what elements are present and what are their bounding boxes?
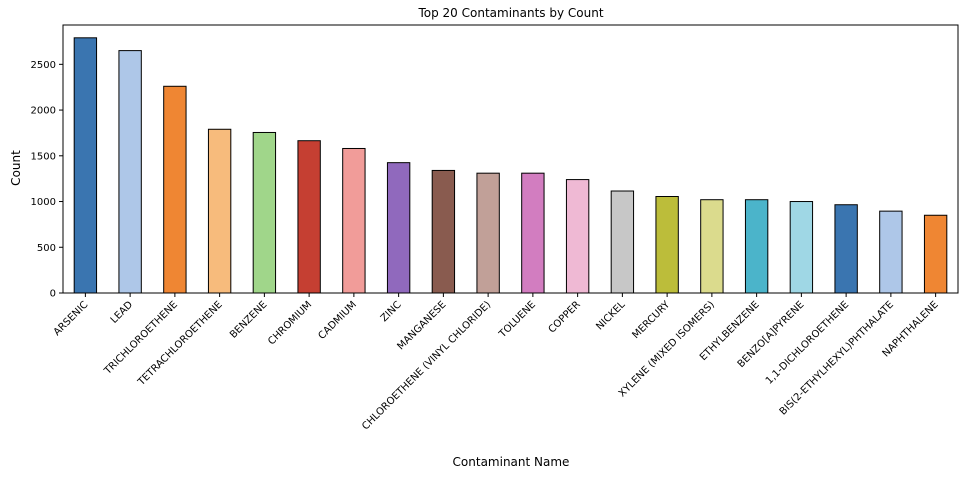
x-tick-label: TETRACHLOROETHENE (135, 299, 224, 388)
bar (879, 210, 903, 294)
bar (386, 162, 411, 294)
plot-area: 0 500 1000 1500 2000 2500 ARSENIC LEADTRICHLORO… (31, 24, 959, 432)
y-tick-label: 1000 (31, 197, 56, 208)
plot-frame (62, 24, 959, 294)
x-tick-label: ZINC (379, 299, 404, 324)
bar (342, 147, 366, 294)
bar (431, 169, 456, 294)
bar (834, 204, 858, 294)
bar (923, 214, 948, 294)
bar (521, 172, 545, 294)
y-tick-label: 2500 (31, 60, 56, 71)
y-tick-label: 500 (37, 243, 56, 254)
x-tick-label: MERCURY (630, 299, 672, 341)
x-tick-label: BENZENE (228, 299, 269, 340)
bar (789, 201, 814, 294)
bar (297, 140, 321, 294)
y-axis-title: Count (9, 150, 23, 186)
bar (73, 37, 98, 294)
chart-title: Top 20 Contaminants by Count (417, 6, 603, 20)
bar (744, 199, 769, 294)
x-tick-label: 1,1-DICHLOROETHENE (764, 299, 851, 386)
x-tick-label: XYLENE (MIXED ISOMERS) (617, 299, 717, 399)
bar (565, 179, 590, 294)
x-axis-title: Contaminant Name (453, 455, 570, 469)
x-tick-label: ARSENIC (52, 299, 91, 338)
x-tick-label: CADMIUM (317, 299, 359, 341)
y-tick-label: 2000 (31, 106, 56, 117)
bar (476, 172, 500, 294)
bar (163, 85, 187, 294)
y-tick-label: 1500 (31, 151, 56, 162)
bar (655, 196, 679, 294)
bar (610, 190, 635, 294)
bar (700, 199, 724, 294)
bar (207, 128, 232, 294)
x-tick-label: COPPER (547, 299, 583, 335)
x-tick-label: LEAD (109, 299, 136, 326)
x-tick-label: NICKEL (594, 299, 627, 332)
x-tick-label: TOLUENE (497, 299, 538, 340)
bar (252, 131, 277, 294)
x-tick-label: CHROMIUM (266, 299, 314, 347)
y-tick-label: 0 (50, 289, 56, 300)
bar (118, 50, 142, 294)
x-tick-label: TRICHLOROETHENE (102, 299, 180, 377)
